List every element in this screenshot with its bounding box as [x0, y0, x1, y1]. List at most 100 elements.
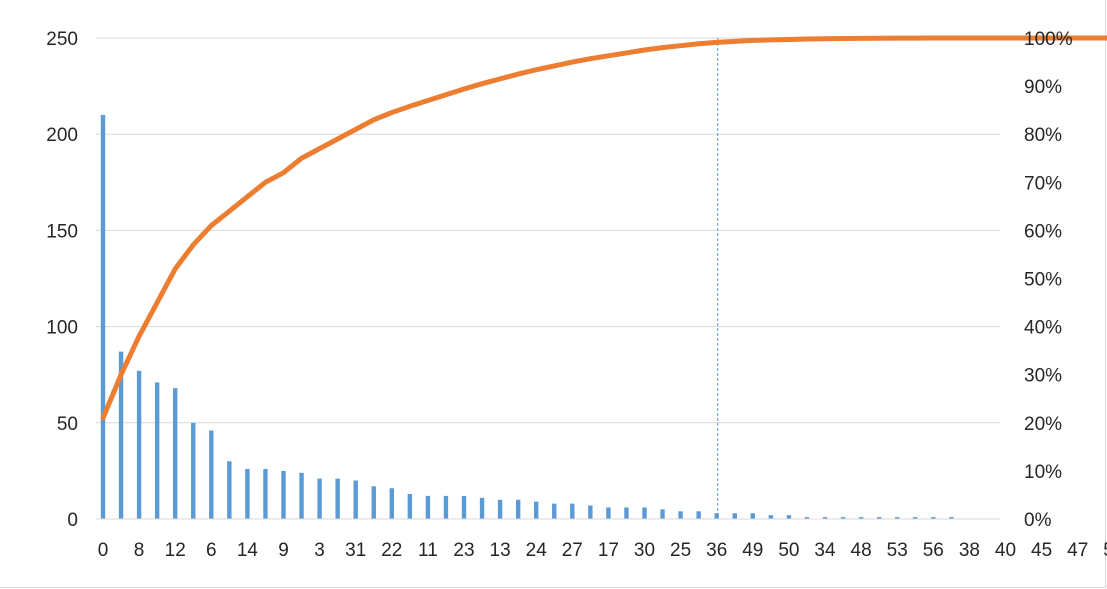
- x-tick-label: 45: [1031, 540, 1052, 561]
- bar: [209, 430, 214, 519]
- x-tick-label: 36: [706, 540, 727, 561]
- x-tick-label: 6: [206, 540, 217, 561]
- bar: [624, 507, 629, 519]
- bar: [552, 503, 557, 519]
- x-tick-label: 24: [526, 540, 548, 561]
- bar: [353, 480, 358, 519]
- y-right-tick-label: 60%: [1024, 221, 1062, 242]
- bar: [407, 493, 413, 519]
- x-tick-label: 22: [381, 540, 402, 561]
- bar: [678, 511, 683, 519]
- bar: [732, 513, 737, 519]
- bar: [154, 382, 160, 519]
- y-right-tick-label: 10%: [1024, 462, 1062, 483]
- gridlines: [96, 37, 1000, 520]
- x-tick-label: 25: [670, 540, 691, 561]
- bar: [786, 515, 792, 519]
- bar: [606, 507, 611, 519]
- y-right-tick-label: 20%: [1024, 414, 1062, 435]
- bar: [461, 495, 467, 519]
- bar: [497, 499, 503, 519]
- cumulative-line: [100, 35, 1107, 421]
- x-tick-label: 23: [453, 540, 474, 561]
- x-tick-label: 50: [778, 540, 799, 561]
- y-left-tick-label: 150: [46, 221, 78, 242]
- x-tick-label: 40: [995, 540, 1016, 561]
- y-left-tick-label: 250: [46, 29, 78, 50]
- bar: [136, 370, 142, 519]
- bar: [913, 517, 918, 519]
- y-right-tick-label: 0%: [1024, 510, 1052, 531]
- x-tick-label: 48: [851, 540, 872, 561]
- y-right-tick-label: 70%: [1024, 173, 1062, 194]
- x-tick-label: 3: [314, 540, 325, 561]
- bar-series: [100, 114, 954, 520]
- bar: [263, 468, 268, 519]
- bar: [588, 505, 593, 519]
- x-tick-label: 49: [742, 540, 763, 561]
- y-right-tick-label: 80%: [1024, 125, 1062, 146]
- bar: [173, 388, 178, 519]
- bar: [858, 517, 864, 519]
- bar: [822, 517, 828, 519]
- x-tick-label: 38: [959, 540, 980, 561]
- bar: [840, 517, 846, 519]
- y-left-tick-label: 100: [46, 318, 78, 339]
- bar: [227, 461, 232, 519]
- bar: [317, 478, 322, 519]
- x-tick-label: 52: [1103, 540, 1107, 561]
- x-tick-label: 9: [278, 540, 289, 561]
- x-tick-label: 13: [490, 540, 511, 561]
- bar: [425, 495, 431, 519]
- x-tick-label: 17: [598, 540, 619, 561]
- bar: [931, 517, 936, 519]
- bar: [696, 511, 701, 519]
- y-right-tick-label: 50%: [1024, 270, 1062, 291]
- x-tick-label: 0: [98, 540, 109, 561]
- bar: [335, 478, 340, 519]
- bar: [660, 509, 665, 519]
- x-tick-label: 14: [237, 540, 259, 561]
- bar: [570, 503, 575, 519]
- y-right-tick-label: 30%: [1024, 366, 1062, 387]
- x-tick-label: 8: [134, 540, 145, 561]
- bar: [118, 351, 124, 519]
- x-tick-label: 27: [562, 540, 583, 561]
- x-tick-label: 31: [345, 540, 366, 561]
- y-left-tick-label: 0: [67, 510, 78, 531]
- x-tick-label: 11: [418, 540, 438, 561]
- bar: [299, 472, 304, 519]
- bar: [479, 497, 485, 519]
- x-tick-label: 34: [814, 540, 836, 561]
- x-tick-label: 47: [1067, 540, 1088, 561]
- x-tick-label: 30: [634, 540, 655, 561]
- bar: [750, 513, 755, 519]
- bar: [515, 499, 521, 519]
- bar: [191, 422, 196, 519]
- bar: [949, 517, 954, 519]
- bar: [876, 517, 882, 519]
- bar: [642, 507, 647, 519]
- bar: [443, 495, 449, 519]
- y-left-tick-label: 50: [57, 414, 78, 435]
- bar: [245, 468, 250, 519]
- bar: [389, 488, 394, 519]
- y-right-tick-label: 90%: [1024, 77, 1062, 98]
- x-tick-label: 56: [923, 540, 944, 561]
- axes: 0501001502002500%10%20%30%40%50%60%70%80…: [46, 29, 1107, 561]
- cumulative-line-series: [100, 35, 1107, 421]
- bar: [768, 515, 774, 519]
- x-tick-label: 53: [887, 540, 908, 561]
- bar: [714, 513, 719, 519]
- x-tick-label: 12: [165, 540, 186, 561]
- bar: [371, 486, 376, 519]
- bar: [534, 501, 539, 519]
- bar: [804, 517, 810, 519]
- bar: [281, 470, 286, 519]
- y-right-tick-label: 40%: [1024, 318, 1062, 339]
- bar: [895, 517, 900, 519]
- bar: [100, 114, 106, 520]
- y-left-tick-label: 200: [46, 125, 78, 146]
